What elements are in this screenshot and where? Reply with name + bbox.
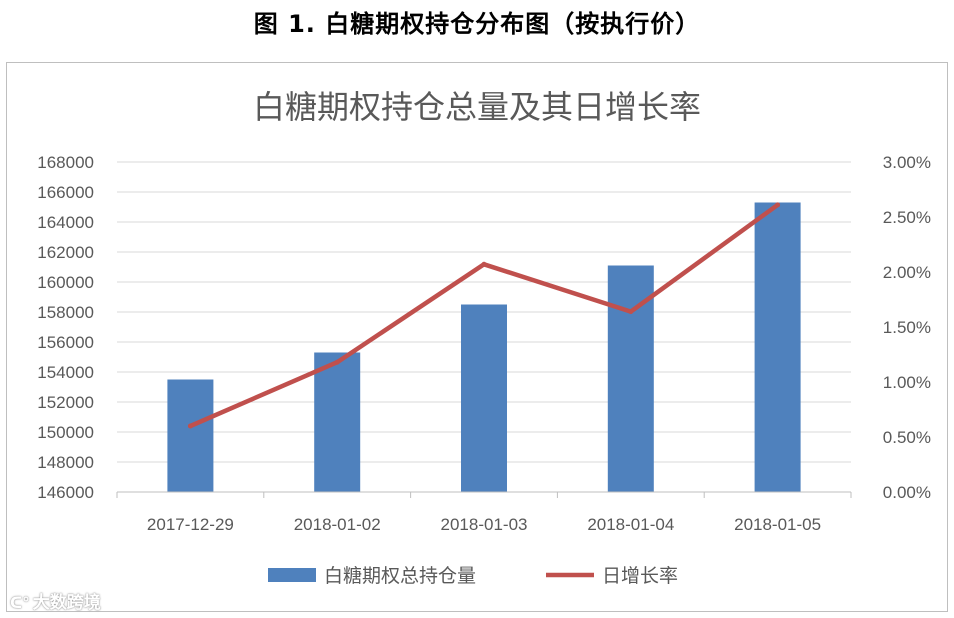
y-left-tick-label: 168000 (37, 153, 94, 172)
bar (314, 352, 361, 492)
growth-rate-point (628, 309, 634, 315)
growth-rate-point (187, 423, 193, 429)
bar (461, 304, 507, 492)
bar (607, 265, 654, 492)
figure-caption: 图 1. 白糖期权持仓分布图（按执行价） (253, 10, 701, 38)
y-right-tick-label: 1.50% (883, 318, 931, 337)
watermark: ᑕ° 大数跨境 (10, 588, 101, 613)
legend-label-line: 日增长率 (602, 565, 678, 587)
y-left-tick-label: 146000 (37, 483, 94, 502)
growth-rate-point (775, 202, 781, 208)
y-left-tick-label: 158000 (37, 303, 94, 322)
y-left-tick-label: 160000 (37, 273, 94, 292)
x-tick-label: 2018-01-03 (441, 515, 528, 534)
legend-label-bars: 白糖期权总持仓量 (324, 565, 476, 587)
y-left-tick-label: 150000 (37, 423, 94, 442)
y-left-tick-label: 166000 (37, 183, 94, 202)
bar (167, 379, 214, 492)
legend-swatch-bars (268, 568, 316, 582)
watermark-logo-icon: ᑕ° (10, 594, 30, 612)
x-tick-label: 2018-01-05 (734, 515, 821, 534)
watermark-text: 大数跨境 (32, 593, 101, 613)
x-tick-label: 2017-12-29 (147, 515, 234, 534)
y-right-tick-label: 2.00% (883, 263, 931, 282)
x-tick-label: 2018-01-02 (294, 515, 381, 534)
y-right-tick-label: 2.50% (883, 208, 931, 227)
y-left-tick-label: 148000 (37, 453, 94, 472)
y-right-tick-label: 0.00% (883, 483, 931, 502)
y-left-tick-label: 164000 (37, 213, 94, 232)
y-right-tick-label: 1.00% (883, 373, 931, 392)
y-left-tick-label: 162000 (37, 243, 94, 262)
y-left-tick-label: 152000 (37, 393, 94, 412)
y-left-tick-label: 154000 (37, 363, 94, 382)
chart-frame (6, 62, 948, 612)
y-right-tick-label: 3.00% (883, 153, 931, 172)
bar (754, 202, 801, 492)
y-right-tick-label: 0.50% (883, 428, 931, 447)
x-tick-label: 2018-01-04 (587, 515, 674, 534)
y-left-tick-label: 156000 (37, 333, 94, 352)
growth-rate-point (481, 261, 487, 267)
growth-rate-point (334, 359, 340, 365)
chart-title: 白糖期权持仓总量及其日增长率 (253, 88, 701, 126)
